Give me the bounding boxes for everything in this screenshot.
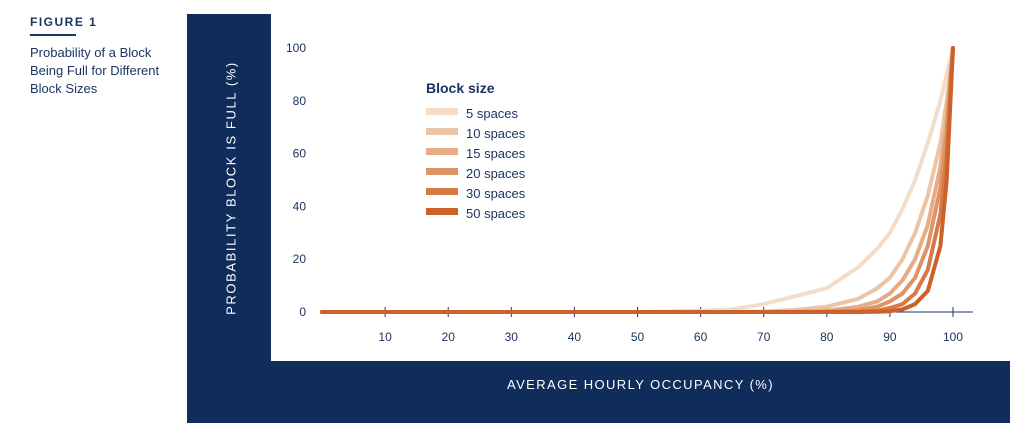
y-tick-label: 80 xyxy=(293,94,307,108)
series-line xyxy=(320,46,955,314)
x-tick-label: 50 xyxy=(631,330,645,344)
legend-swatch xyxy=(426,168,458,175)
x-tick-label: 30 xyxy=(505,330,519,344)
legend-label: 10 spaces xyxy=(466,126,526,141)
legend-label: 15 spaces xyxy=(466,146,526,161)
legend-swatch xyxy=(426,108,458,115)
legend-label: 5 spaces xyxy=(466,106,519,121)
series-line xyxy=(320,46,955,314)
series-line xyxy=(320,46,955,314)
legend-label: 20 spaces xyxy=(466,166,526,181)
legend-title: Block size xyxy=(426,80,495,96)
series-line xyxy=(320,46,955,314)
x-tick-label: 10 xyxy=(378,330,392,344)
legend-swatch xyxy=(426,128,458,135)
x-axis-title: AVERAGE HOURLY OCCUPANCY (%) xyxy=(507,377,774,392)
legend-label: 50 spaces xyxy=(466,206,526,221)
y-tick-label: 40 xyxy=(293,199,307,213)
figure-label-rule xyxy=(30,34,76,36)
x-tick-label: 40 xyxy=(568,330,582,344)
x-tick-label: 20 xyxy=(442,330,456,344)
x-tick-label: 60 xyxy=(694,330,708,344)
x-tick-label: 70 xyxy=(757,330,771,344)
x-tick-label: 80 xyxy=(820,330,834,344)
x-tick-label: 90 xyxy=(883,330,897,344)
legend-swatch xyxy=(426,188,458,195)
y-tick-label: 100 xyxy=(286,41,306,55)
series-line xyxy=(320,46,955,314)
series-line xyxy=(320,46,955,314)
legend-swatch xyxy=(426,148,458,155)
y-tick-label: 0 xyxy=(299,305,306,319)
legend-label: 30 spaces xyxy=(466,186,526,201)
y-tick-label: 60 xyxy=(293,147,307,161)
legend-swatch xyxy=(426,208,458,215)
figure-title: Probability of a Block Being Full for Di… xyxy=(30,45,160,96)
x-tick-label: 100 xyxy=(943,330,963,344)
figure-label: FIGURE 1 xyxy=(30,15,98,29)
y-tick-label: 20 xyxy=(293,252,307,266)
